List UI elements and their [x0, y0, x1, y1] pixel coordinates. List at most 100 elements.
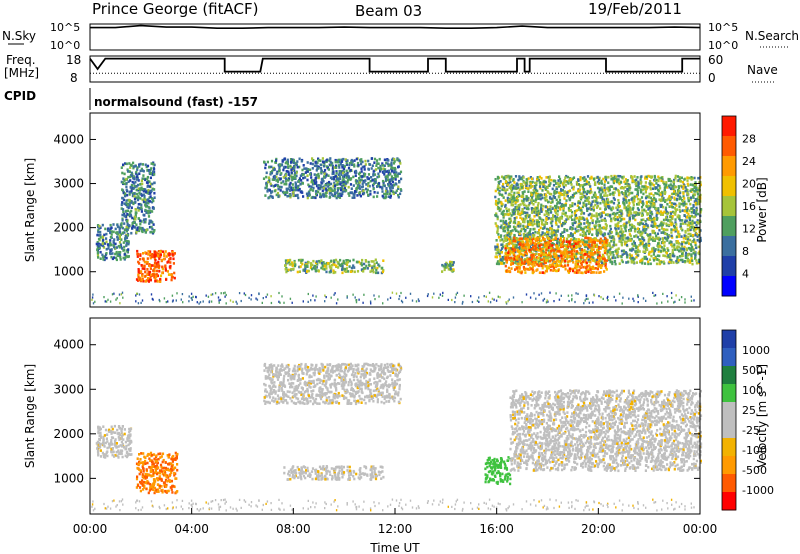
power-cells-cell [651, 219, 655, 222]
power-cells-cell [451, 263, 455, 266]
power-cells-cell [264, 163, 267, 166]
power-cells-cell [121, 217, 124, 221]
power-cells-cell [152, 199, 155, 203]
power-cells-cell [365, 264, 368, 268]
power-cells-cell [563, 197, 566, 200]
power-cells-cell [314, 176, 317, 180]
power-cells-cell [686, 216, 689, 219]
power-cells-cell [669, 256, 672, 259]
power-cells-cell [680, 235, 683, 238]
power-cells-cell [332, 166, 335, 170]
power-cells-cell [571, 222, 574, 225]
power-cells-cell [149, 256, 152, 260]
power-cells-cell [329, 163, 332, 167]
power-cells-cell [120, 180, 123, 184]
power-cells-cell [579, 233, 582, 236]
power-cells-cell [516, 199, 520, 202]
power-cells-cell [344, 267, 347, 271]
power-cells-cell [538, 185, 542, 188]
power-cells-cell [674, 193, 678, 196]
power-cells-cell [113, 238, 116, 241]
power-cells-cell [514, 245, 517, 249]
power-cells-cell [509, 236, 512, 239]
power-cells-cell [375, 164, 378, 167]
power-cells-cell [534, 185, 537, 189]
power-cells-cell [670, 234, 673, 238]
power-cells-cell [636, 193, 639, 197]
power-cells-cell [140, 186, 143, 190]
power-cells-cell [348, 259, 351, 263]
power-cells-cell [376, 185, 379, 188]
power-cells-cell [156, 280, 159, 283]
power-cells-cell [510, 175, 513, 178]
power-cells-cell [600, 179, 603, 183]
power-cells-cell [137, 188, 140, 192]
power-cells-cell [559, 193, 562, 197]
power-cells-cell [162, 257, 166, 261]
power-cells-cell [499, 239, 502, 242]
power-cells-cell [144, 280, 147, 283]
power-cells-cell [658, 254, 661, 258]
power-cells-cell [560, 217, 563, 220]
power-cells-cell [500, 193, 504, 197]
power-cells-cell [561, 231, 564, 234]
power-cells-cell [588, 243, 591, 247]
power-cells-cell [285, 170, 288, 173]
power-cells-cell [578, 188, 581, 191]
power-cells-cell [130, 206, 133, 209]
power-cells-cell [601, 196, 604, 199]
power-cells-cell [495, 262, 499, 266]
nsky-series-line [90, 24, 701, 29]
power-cells-cell [657, 207, 660, 210]
power-cells-cell [153, 275, 156, 279]
power-cells-cell [541, 208, 544, 211]
power-cells-cell [655, 215, 658, 218]
power-cells-cell [165, 255, 168, 258]
power-cells-cell [550, 236, 553, 240]
power-cells-cell [109, 243, 113, 247]
power-cells-cell [569, 209, 572, 212]
power-cells-cell [600, 214, 603, 218]
power-cells-cell [390, 163, 393, 167]
power-cells-cell [624, 192, 627, 196]
power-cells-cell [553, 192, 556, 195]
power-cells-cell [115, 251, 118, 255]
power-cells-cell [587, 230, 590, 233]
power-cells-cell [393, 171, 396, 174]
power-cells-cell [688, 246, 691, 250]
power-cells-cell [688, 223, 691, 227]
power-cells-cell [665, 224, 668, 227]
power-cells-cell [603, 183, 606, 186]
power-cells-cell [551, 200, 554, 204]
power-cells-cell [614, 187, 617, 190]
power-cells-cell [280, 163, 283, 167]
power-cells-cell [147, 205, 150, 209]
power-cells-cell [620, 175, 624, 179]
power-cells-cell [495, 224, 498, 228]
power-cells-cell [123, 231, 126, 234]
power-cells-cell [559, 232, 562, 236]
power-cells-cell [663, 236, 667, 240]
power-cells-cell [634, 230, 637, 233]
power-cells-cell [262, 177, 266, 180]
power-cells-cell [683, 178, 686, 181]
power-cells-cell [390, 158, 394, 162]
power-cells-cell [99, 257, 102, 260]
power-cells-cell [137, 270, 140, 274]
power-cells-cell [304, 267, 307, 270]
power-cells-cell [575, 191, 578, 195]
power-cells-cell [691, 262, 694, 266]
power-cells-cell [372, 187, 375, 191]
power-cells-cell [126, 205, 129, 209]
power-cells-cell [582, 195, 585, 198]
power-cells-cell [148, 200, 151, 203]
power-cells-cell [627, 193, 630, 197]
power-cells-cell [578, 220, 581, 223]
power-cells-cell [292, 177, 295, 180]
power-cells-cell [450, 264, 453, 267]
power-cells-cell [668, 201, 672, 204]
power-cells-cell [347, 166, 351, 170]
power-cells-cell [617, 255, 620, 258]
power-cells-cell [574, 238, 578, 241]
power-cells-cell [647, 244, 650, 247]
